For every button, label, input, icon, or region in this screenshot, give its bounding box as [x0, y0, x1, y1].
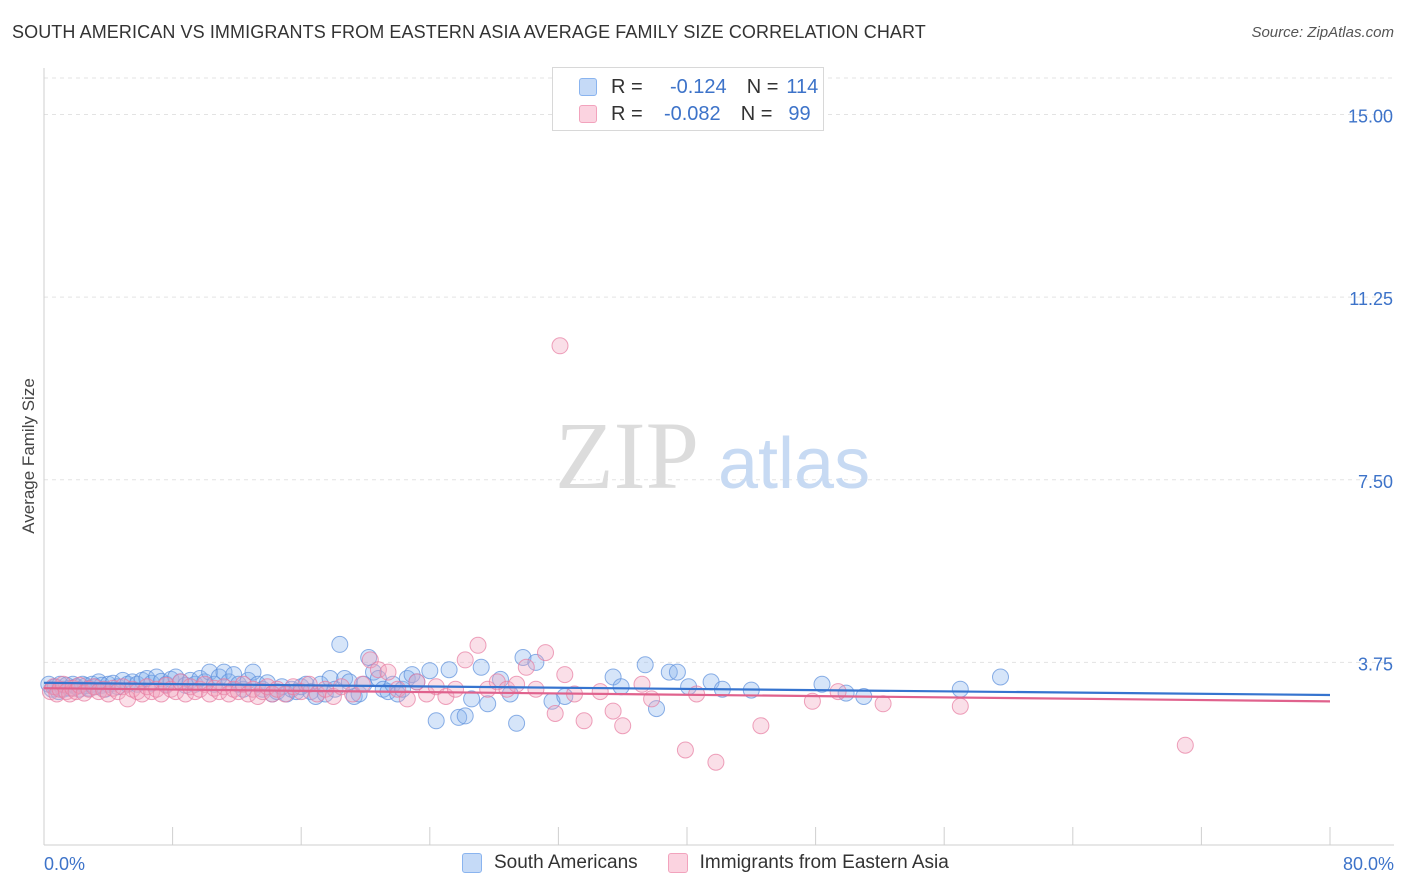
legend-r-value: -0.124 [669, 75, 727, 98]
data-point [636, 656, 654, 674]
legend-swatch-pink [579, 105, 597, 123]
data-point [398, 690, 416, 708]
data-point [447, 680, 464, 698]
legend-r-label: R = [611, 102, 643, 125]
data-point [215, 663, 233, 681]
grid-lines [44, 77, 1394, 663]
data-point [537, 644, 554, 662]
data-point [456, 651, 474, 669]
legend-item-eastern-asia[interactable]: Immigrants from Eastern Asia [667, 852, 949, 874]
data-point [527, 680, 545, 698]
data-point [707, 753, 725, 771]
data-point [813, 675, 831, 693]
data-point [456, 707, 474, 725]
legend-r-value: -0.082 [663, 102, 721, 125]
data-point [614, 717, 632, 735]
data-point [604, 702, 622, 720]
data-point [951, 697, 969, 715]
legend-label: Immigrants from Eastern Asia [699, 852, 949, 873]
data-point [472, 658, 490, 676]
data-point [517, 658, 535, 676]
data-point [633, 675, 651, 693]
data-point [591, 683, 609, 701]
series-legend: South Americans Immigrants from Eastern … [462, 852, 979, 874]
data-point [951, 680, 969, 698]
legend-row-south-americans: R = -0.124 N = 114 [579, 74, 818, 100]
data-point [353, 675, 371, 693]
data-point [421, 662, 439, 680]
data-point [331, 635, 349, 653]
source-label: Source: ZipAtlas.com [1251, 24, 1394, 41]
data-point [668, 663, 686, 681]
legend-item-south-americans[interactable]: South Americans [462, 852, 638, 874]
chart-title: SOUTH AMERICAN VS IMMIGRANTS FROM EASTER… [12, 22, 926, 42]
trend-line-eastern-asia [43, 687, 1331, 703]
data-point [488, 673, 506, 691]
data-point [612, 678, 630, 696]
data-point [508, 714, 526, 732]
x-tick-label-min: 0.0% [44, 854, 85, 874]
data-point [48, 685, 66, 703]
legend-n-value: 114 [786, 75, 819, 98]
y-tick-label: 3.75 [1358, 654, 1393, 674]
stats-legend: R = -0.124 N = 114 R = -0.082 N = 99 [552, 67, 824, 131]
data-point [369, 661, 387, 679]
data-point [546, 705, 564, 722]
legend-n-value: 99 [788, 102, 811, 125]
x-tick-label-max: 80.0% [1343, 854, 1394, 874]
data-point [514, 649, 532, 666]
axes: 3.75 7.50 11.25 15.00 [43, 68, 1394, 846]
data-point [551, 337, 569, 355]
data-point [463, 690, 481, 708]
data-point [575, 712, 593, 730]
data-point [379, 663, 397, 681]
watermark-atlas: atlas [718, 424, 870, 504]
data-point [803, 692, 821, 710]
y-axis-label: Average Family Size [19, 378, 38, 534]
y-tick-label: 7.50 [1358, 472, 1393, 492]
data-point [556, 666, 574, 684]
legend-swatch-blue [579, 78, 597, 96]
legend-swatch-pink [667, 853, 688, 873]
legend-n-label: N = [740, 102, 773, 125]
watermark-zip: ZIP [555, 402, 699, 509]
y-tick-label: 11.25 [1349, 289, 1393, 309]
legend-label: South Americans [494, 852, 638, 873]
data-point [874, 695, 892, 713]
data-point [992, 668, 1009, 686]
data-point [450, 708, 468, 726]
data-point [676, 741, 694, 759]
legend-n-label: N = [746, 75, 779, 98]
data-point [648, 700, 665, 718]
data-point [752, 717, 770, 735]
y-tick-label: 15.00 [1348, 107, 1393, 127]
watermark: ZIP atlas [555, 402, 870, 509]
data-point [469, 636, 487, 654]
trend-line-south-americans [43, 681, 1331, 697]
legend-row-eastern-asia: R = -0.082 N = 99 [579, 101, 811, 127]
legend-r-label: R = [611, 75, 643, 98]
legend-swatch-blue [462, 853, 482, 873]
data-point [479, 695, 497, 713]
data-point [427, 712, 445, 730]
data-point [508, 675, 526, 693]
trend-lines [43, 681, 1331, 703]
data-point [1176, 736, 1194, 754]
data-point [440, 661, 458, 679]
